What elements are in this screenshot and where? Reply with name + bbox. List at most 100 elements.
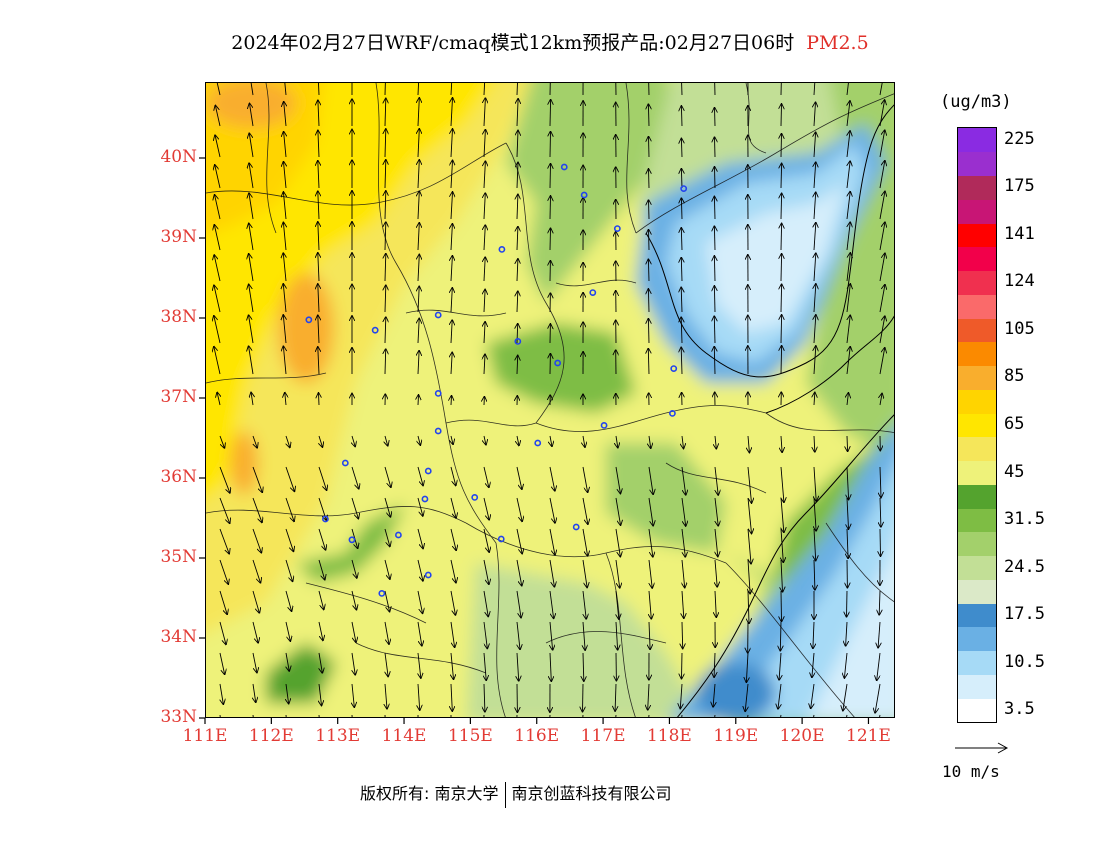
wind-arrow-icon: [582, 497, 588, 524]
wind-arrow-icon: [286, 683, 289, 703]
lon-tick-label: 111E: [182, 726, 228, 746]
wind-arrow-icon: [746, 652, 748, 682]
legend-swatch: [958, 626, 996, 652]
lon-tick-label: 117E: [580, 726, 626, 746]
lat-tick-label: 37N: [160, 387, 197, 407]
wind-arrow-icon: [516, 590, 521, 617]
wind-arrow-icon: [814, 103, 816, 127]
legend-label: 225: [1004, 128, 1035, 149]
city-marker-icon: [305, 316, 313, 324]
wind-arrow-icon: [215, 195, 221, 220]
wind-arrow-icon: [781, 104, 782, 127]
wind-arrow-icon: [418, 395, 419, 406]
wind-arrow-icon: [451, 129, 453, 158]
wind-arrow-icon: [649, 200, 650, 220]
wind-arrow-icon: [779, 652, 781, 680]
wind-arrow-icon: [781, 164, 782, 189]
wind-arrow-icon: [516, 83, 518, 96]
wind-arrow-icon: [249, 254, 254, 282]
wind-arrow-icon: [451, 256, 452, 282]
wind-arrow-icon: [780, 83, 782, 96]
wind-arrow-icon: [715, 108, 716, 127]
city-marker-icon: [424, 467, 432, 475]
lat-tick-label: 36N: [160, 467, 197, 487]
wind-arrow-icon: [714, 256, 715, 282]
wind-arrow-icon: [450, 559, 456, 583]
wind-arrow-icon: [714, 197, 715, 220]
wind-arrow-icon: [384, 590, 390, 611]
wind-arrow-icon: [846, 192, 850, 220]
wind-arrow-icon: [681, 348, 682, 375]
city-marker-icon: [669, 409, 676, 417]
wind-arrow-icon: [550, 100, 551, 127]
wind-arrow-icon: [517, 292, 518, 313]
wind-arrow-icon: [846, 222, 850, 251]
wind-arrow-icon: [286, 652, 289, 671]
wind-arrow-icon: [583, 652, 584, 681]
wind-arrow-icon: [549, 466, 555, 491]
wind-arrow-icon: [748, 435, 749, 452]
wind-arrow-icon: [318, 528, 326, 550]
wind-arrow-icon: [250, 104, 254, 127]
wind-arrow-icon: [483, 714, 485, 717]
wind-arrow-icon: [648, 528, 653, 557]
wind-arrow-icon: [879, 316, 885, 344]
wind-arrow-icon: [748, 559, 750, 593]
wind-arrow-icon: [879, 222, 885, 251]
legend-label: 17.5: [1004, 604, 1045, 625]
wind-arrow-icon: [879, 590, 880, 615]
legend-swatch: [958, 603, 996, 628]
wind-arrow-icon: [252, 466, 262, 492]
lat-tick-label: 34N: [160, 627, 197, 647]
wind-reference-arrow-icon: [955, 742, 1009, 754]
city-markers: [305, 163, 688, 597]
legend-swatch: [958, 579, 996, 604]
wind-arrow-icon: [214, 225, 221, 251]
wind-arrow-icon: [648, 466, 653, 494]
wind-arrow-icon: [285, 621, 290, 641]
wind-arrow-icon: [714, 347, 715, 375]
wind-arrow-icon: [583, 683, 584, 712]
wind-arrow-icon: [550, 621, 553, 650]
wind-arrow-icon: [215, 135, 221, 158]
wind-arrow-icon: [583, 621, 585, 650]
wind-arrow-icon: [249, 163, 254, 189]
admin-borders: [206, 83, 894, 717]
wind-arrow-icon: [681, 83, 683, 96]
wind-arrow-icon: [451, 652, 454, 679]
wind-arrow-icon: [219, 652, 225, 674]
city-marker-icon: [589, 289, 597, 296]
wind-vectors: [214, 83, 885, 717]
city-marker-icon: [395, 531, 402, 539]
wind-arrow-icon: [418, 319, 419, 344]
wind-arrow-icon: [615, 497, 621, 525]
wind-arrow-icon: [220, 683, 223, 704]
wind-arrow-icon: [451, 320, 452, 344]
wind-arrow-icon: [549, 528, 555, 555]
wind-arrow-icon: [814, 393, 815, 406]
wind-arrow-icon: [450, 83, 453, 96]
city-marker-icon: [580, 191, 588, 199]
wind-arrow-icon: [681, 106, 682, 127]
wind-arrow-icon: [385, 652, 388, 676]
wind-arrow-icon: [813, 621, 814, 648]
wind-arrow-icon: [418, 255, 419, 282]
legend-swatch: [958, 294, 996, 319]
wind-arrow-icon: [878, 621, 880, 648]
wind-arrow-icon: [649, 590, 651, 619]
wind-arrow-icon: [217, 393, 220, 406]
wind-arrow-icon: [517, 131, 518, 158]
wind-arrow-icon: [450, 497, 456, 518]
wind-arrow-icon: [847, 131, 850, 158]
copyright-prefix: 版权所有:: [360, 784, 430, 803]
wind-arrow-icon: [747, 497, 752, 533]
city-marker-icon: [670, 365, 678, 372]
wind-arrow-icon: [549, 559, 554, 587]
wind-arrow-icon: [747, 466, 752, 503]
wind-arrow-icon: [648, 260, 649, 282]
legend-label: 24.5: [1004, 556, 1045, 577]
wind-arrow-icon: [451, 396, 452, 406]
wind-arrow-icon: [418, 98, 419, 127]
wind-arrow-icon: [219, 435, 224, 448]
wind-arrow-icon: [351, 621, 356, 642]
